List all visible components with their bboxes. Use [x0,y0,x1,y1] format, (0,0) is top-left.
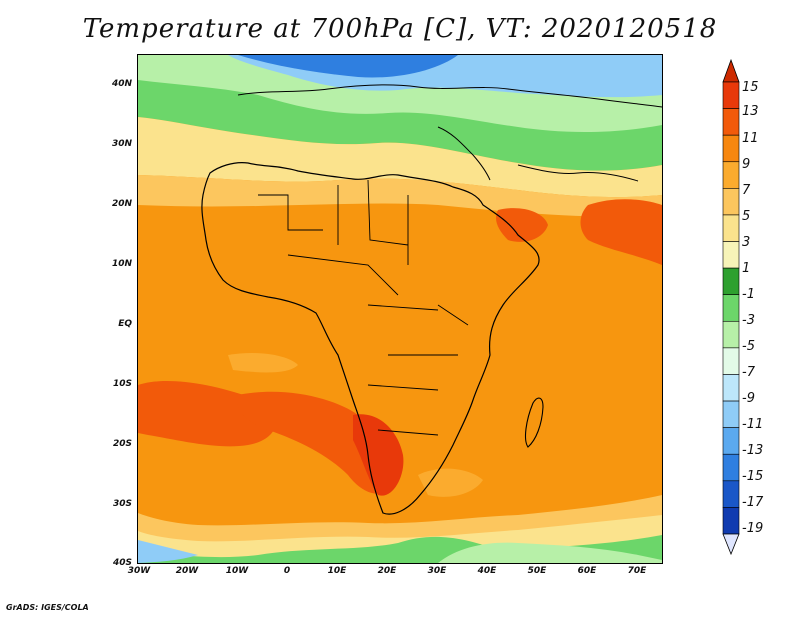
country-borders [258,179,469,436]
colorbar-label: 7 [742,183,751,198]
light-patch-central [228,353,298,373]
madagascar-outline [524,397,544,448]
arabia-border [517,164,639,182]
lat-label: 10S [112,379,132,389]
colorbar-swatch [722,108,740,136]
lon-label: 20W [175,566,199,576]
lon-label: 20E [377,566,397,576]
colorbar-swatch [722,161,740,189]
lat-label: 30N [111,139,132,149]
colorbar-label: 11 [742,131,759,146]
warm-patch-arabian-sea [580,199,662,265]
lon-label: 50E [527,566,547,576]
colorbar-swatch [722,374,740,402]
colorbar-swatch [722,507,740,535]
colorbar-label: 13 [742,104,759,119]
lon-label: 30E [427,566,447,576]
north-lightorange-band [138,175,662,217]
colorbar-label: 5 [742,209,751,224]
lat-label: 20N [111,199,132,209]
colorbar-label: -1 [742,287,755,302]
red-sea-coast [437,126,491,181]
colorbar-label: -19 [742,521,764,536]
south-lightgreen-patch [438,542,662,563]
lon-label: 10W [225,566,249,576]
colorbar-swatch [722,320,740,349]
colorbar-swatch [722,241,740,269]
lat-label: 40N [111,79,132,89]
north-deepblue-band [238,55,458,78]
lat-label: 20S [112,439,132,449]
colorbar-swatch [722,453,740,482]
lon-label: 70E [627,566,647,576]
map-title: Temperature at 700hPa [C], VT: 202012051… [82,14,718,44]
south-blue-patch [138,540,198,563]
colorbar-label: -15 [742,469,764,484]
colorbar-swatch [722,427,740,455]
lat-label: 40S [112,558,132,568]
colorbar-swatch [722,267,740,296]
colorbar-swatch [722,214,740,242]
colorbar-label: 1 [742,261,751,276]
europe-coastline [237,84,662,108]
warm-patch-horn [496,208,548,242]
colorbar-label: -5 [742,339,755,354]
colorbar-swatch [722,134,740,163]
colorbar-swatch [722,81,740,109]
colorbar-label: -13 [742,443,764,458]
hot-patch-namibia [353,414,404,496]
lon-label: 10E [327,566,347,576]
lat-label: EQ [118,319,132,329]
colorbar-label: -17 [742,495,764,510]
colorbar-label: -7 [742,365,755,380]
colorbar-swatch [722,400,740,428]
north-yellow-band [138,117,662,198]
colorbar [722,58,740,556]
colorbar-swatch [722,347,740,375]
lat-label: 30S [112,499,132,509]
colorbar-label: -9 [742,391,755,406]
lon-label: 0 [283,566,291,576]
colorbar-top-arrow [722,58,740,83]
colorbar-label: 15 [742,80,759,95]
colorbar-swatch [722,188,740,216]
colorbar-label: 9 [742,157,751,172]
lon-label: 60E [577,566,597,576]
colorbar-swatch [722,480,740,508]
colorbar-label: -3 [742,313,755,328]
colorbar-bottom-arrow [722,533,740,556]
colorbar-label: 3 [742,235,751,250]
lon-label: 30W [127,566,151,576]
map-plot [138,55,662,563]
lat-label: 10N [111,259,132,269]
africa-coastline [201,162,540,515]
temperature-map [137,54,663,564]
colorbar-swatch [722,294,740,322]
grads-credit: GrADS: IGES/COLA [6,603,89,612]
lon-label: 40E [477,566,497,576]
colorbar-label: -11 [742,417,764,432]
